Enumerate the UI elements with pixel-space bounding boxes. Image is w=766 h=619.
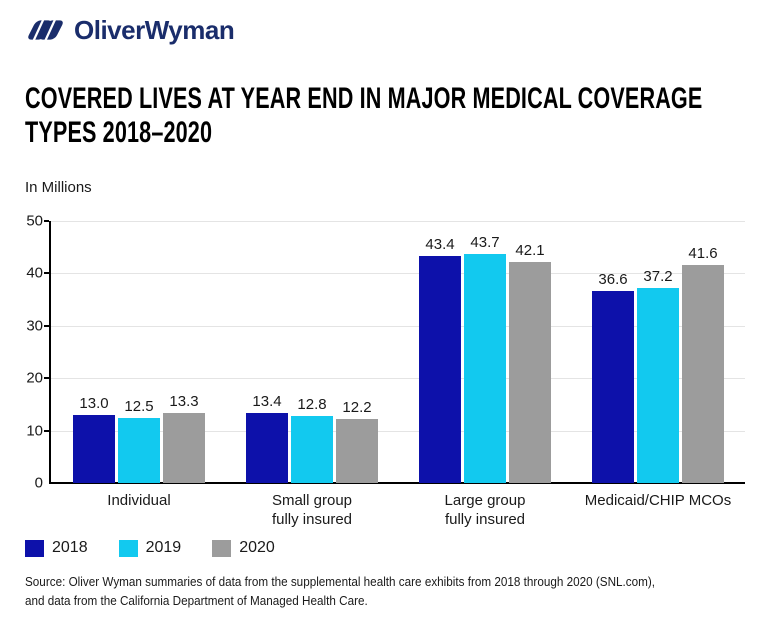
category-label: Small group fully insured bbox=[271, 492, 353, 528]
gridline-20 bbox=[49, 378, 745, 380]
units-label: In Millions bbox=[25, 179, 92, 196]
value-label-2019: 12.8 bbox=[297, 395, 327, 413]
bar-2018: 36.6 bbox=[592, 271, 634, 483]
logo-wordmark: OliverWyman bbox=[74, 14, 235, 45]
value-label-2019: 12.5 bbox=[124, 397, 154, 415]
y-axis-line bbox=[49, 221, 51, 483]
y-tick-mark-20 bbox=[44, 377, 49, 380]
x-axis-line bbox=[49, 482, 745, 484]
chart-bars: 13.0 12.5 13.3 Individual 13.4 12.8 12.2 Small … bbox=[51, 221, 745, 528]
legend-label-2019: 2019 bbox=[145, 539, 182, 556]
bar-2018: 13.4 bbox=[246, 393, 288, 483]
bar-2018: 13.0 bbox=[73, 395, 115, 483]
y-tick-label-20: 20 bbox=[26, 369, 43, 387]
value-label-2020: 13.3 bbox=[169, 393, 199, 411]
bar-2018: 43.4 bbox=[419, 236, 461, 483]
gridline-50 bbox=[49, 221, 745, 222]
legend-label-2020: 2020 bbox=[239, 539, 275, 556]
y-tick-label-50: 50 bbox=[26, 212, 43, 230]
oliver-wyman-logo: OliverWyman bbox=[25, 15, 741, 45]
legend-entry-2020: 2020 bbox=[212, 539, 275, 557]
legend-swatch-2020 bbox=[212, 539, 232, 557]
legend-swatch-2018 bbox=[25, 539, 44, 557]
source-note-line2: and data from the California Department … bbox=[25, 593, 368, 608]
legend-swatch-2019 bbox=[118, 539, 138, 557]
value-label-2018: 36.6 bbox=[598, 271, 628, 289]
bar-2019: 12.5 bbox=[118, 398, 160, 483]
bar-2020: 41.6 bbox=[682, 245, 724, 483]
bar-2020: 12.2 bbox=[336, 399, 378, 483]
category-label: Large group fully insured bbox=[444, 492, 526, 528]
source-note: Source: Oliver Wyman summaries of data f… bbox=[25, 572, 669, 610]
bar-2020: 42.1 bbox=[509, 242, 551, 483]
value-label-2020: 42.1 bbox=[515, 242, 545, 260]
value-label-2019: 43.7 bbox=[470, 234, 500, 251]
bar-group-2: 13.4 12.8 12.2 Small group fully insured bbox=[246, 393, 378, 528]
y-tick-label-10: 10 bbox=[26, 422, 43, 440]
value-label-2018: 13.4 bbox=[252, 392, 282, 410]
bar-group-3: 43.4 43.7 42.1 Large group fully insured bbox=[419, 234, 551, 528]
value-label-2018: 43.4 bbox=[425, 235, 455, 253]
page-title: COVERED LIVES AT YEAR END IN MAJOR MEDIC… bbox=[25, 82, 702, 150]
gridline-30 bbox=[49, 325, 745, 327]
legend-label-2018: 2018 bbox=[52, 539, 88, 556]
gridline-40 bbox=[49, 273, 745, 275]
value-label-2020: 41.6 bbox=[688, 245, 718, 262]
page-title-line2: TYPES 2018–2020 bbox=[25, 116, 213, 149]
category-label: Medicaid/CHIP MCOs bbox=[584, 492, 732, 509]
oliver-wyman-logo-icon bbox=[25, 16, 65, 44]
page-title-line1: COVERED LIVES AT YEAR END IN MAJOR MEDIC… bbox=[25, 82, 703, 115]
value-label-2020: 12.2 bbox=[342, 399, 372, 417]
y-tick-mark-40 bbox=[44, 272, 49, 275]
value-label-2019: 37.2 bbox=[643, 268, 673, 286]
legend-entry-2019: 2019 bbox=[118, 539, 182, 557]
y-tick-mark-30 bbox=[44, 324, 49, 327]
y-tick-mark-10 bbox=[44, 429, 49, 432]
value-label-2018: 13.0 bbox=[79, 394, 109, 412]
chart: 10 20 30 40 50 0 13.0 12.5 13.3 Individual 13.4 12… bbox=[25, 213, 745, 528]
bar-group-4: 36.6 37.2 41.6 Medicaid/CHIP MCOs bbox=[585, 245, 731, 509]
y-tick-mark-50 bbox=[44, 220, 49, 222]
bar-group-1: 13.0 12.5 13.3 Individual bbox=[73, 393, 205, 509]
bar-2019: 12.8 bbox=[291, 396, 333, 483]
bar-2020: 13.3 bbox=[163, 393, 205, 483]
legend-entry-2018: 2018 bbox=[25, 539, 88, 557]
gridline-10 bbox=[49, 430, 745, 432]
y-tick-label-30: 30 bbox=[26, 317, 43, 335]
source-note-line1: Source: Oliver Wyman summaries of data f… bbox=[25, 574, 656, 589]
bar-2019: 43.7 bbox=[464, 234, 506, 483]
y-tick-label-0: 0 bbox=[34, 474, 43, 492]
category-label: Individual bbox=[107, 492, 171, 509]
y-tick-label-40: 40 bbox=[26, 264, 43, 282]
bar-2019: 37.2 bbox=[637, 268, 679, 483]
legend: 2018 2019 2020 bbox=[25, 539, 741, 557]
